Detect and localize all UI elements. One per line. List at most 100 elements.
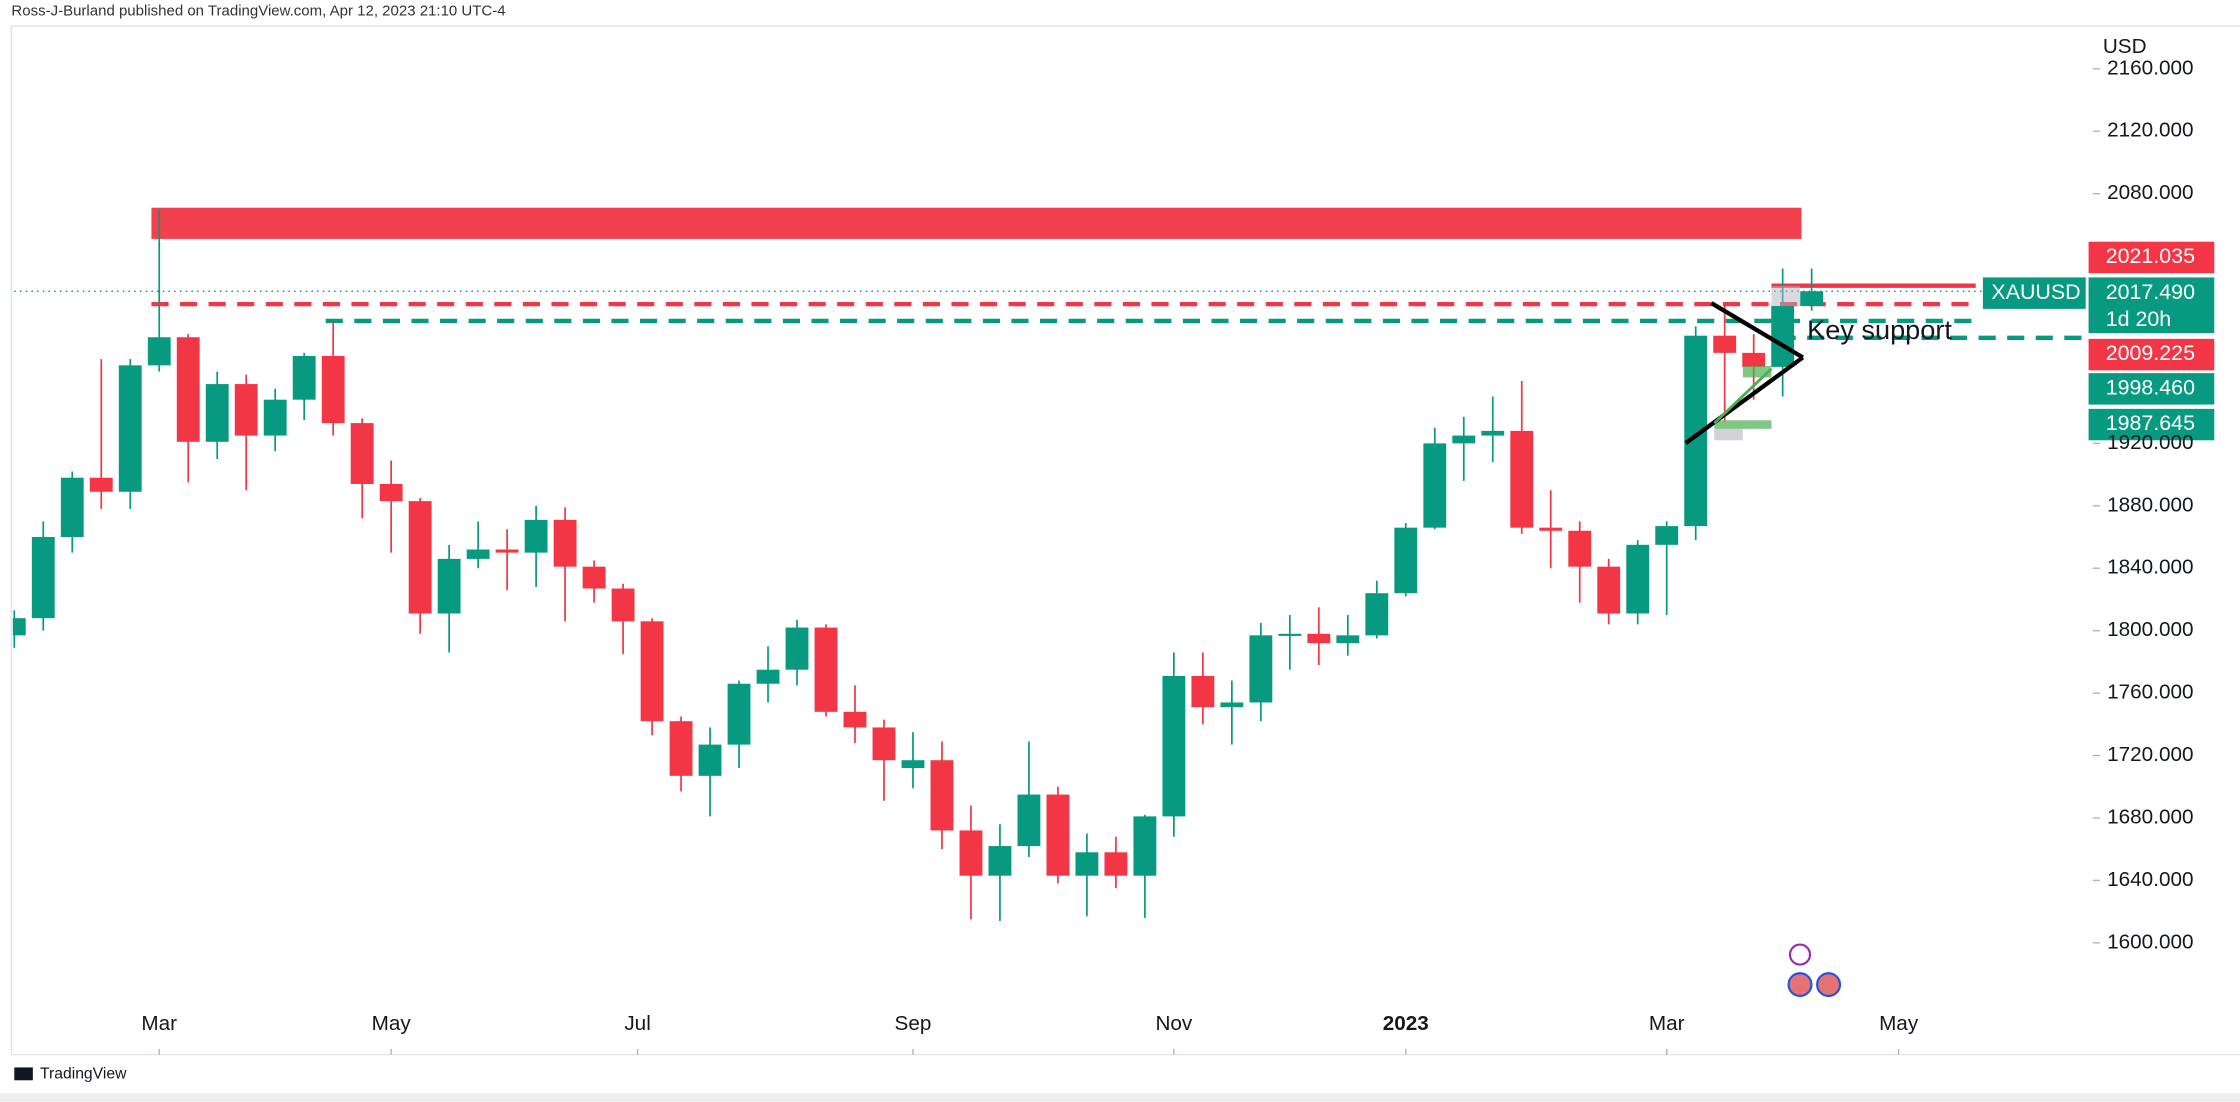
candle-body xyxy=(1655,526,1679,545)
candle-body xyxy=(1539,527,1563,531)
candle-body xyxy=(466,549,490,559)
candle-body xyxy=(611,588,635,622)
candle-body xyxy=(350,423,374,484)
candle-body xyxy=(60,477,84,538)
candle-body xyxy=(988,846,1012,876)
x-tick-label: Sep xyxy=(895,1012,932,1035)
brand-logo: TradingView xyxy=(14,1066,127,1083)
trend-line xyxy=(1713,367,1773,425)
y-tick-label: 1720.000 xyxy=(2107,743,2193,766)
plot xyxy=(12,207,2093,921)
event-icon[interactable] xyxy=(1816,972,1842,998)
candle-body xyxy=(89,477,113,492)
x-tick-label: 2023 xyxy=(1383,1012,1429,1035)
y-tick-label: 2160.000 xyxy=(2107,56,2193,79)
symbol-label: XAUUSD xyxy=(1991,280,2080,304)
candle-body xyxy=(1278,633,1302,636)
x-tick-label: May xyxy=(1879,1012,1919,1035)
x-tick-label: May xyxy=(372,1012,412,1035)
candle-body xyxy=(1713,335,1737,353)
candle-body xyxy=(408,501,432,614)
candle-body xyxy=(1568,530,1592,567)
y-tick-label: 1680.000 xyxy=(2107,805,2193,828)
price-tag-label: 1987.645 xyxy=(2106,411,2195,435)
candle-body xyxy=(959,830,983,876)
candle-body xyxy=(1046,794,1070,876)
y-tick-label: 2080.000 xyxy=(2107,181,2193,204)
candle-body xyxy=(1800,291,1824,307)
candle-body xyxy=(785,627,809,670)
candle-body xyxy=(118,365,142,492)
candle-body xyxy=(640,621,664,722)
candle-body xyxy=(669,721,693,776)
candle-body xyxy=(1481,430,1505,436)
price-tag xyxy=(2088,241,2215,274)
candle-body xyxy=(1075,852,1099,876)
logo-mark xyxy=(14,1067,33,1081)
event-icon[interactable] xyxy=(1787,972,1813,998)
candle-body xyxy=(1191,675,1215,708)
candle-body xyxy=(1394,527,1418,594)
position-tool xyxy=(1714,420,1772,429)
candle-body xyxy=(1365,593,1389,636)
candle-body xyxy=(1133,816,1157,876)
trend-line xyxy=(1684,355,1805,445)
candle-body xyxy=(379,483,403,502)
candle-body xyxy=(553,519,577,567)
x-tick-label: Mar xyxy=(141,1012,177,1035)
price-tag-label: 2021.035 xyxy=(2106,244,2195,268)
price-scale: 2021.035 2017.490 1d 20h XAUUSD 2009.225 1998… xyxy=(1982,241,2215,441)
candle-body xyxy=(12,618,26,636)
candle-body xyxy=(698,744,722,776)
price-tag xyxy=(2088,408,2215,441)
candle-body xyxy=(1742,352,1766,367)
candle-body xyxy=(1684,335,1708,527)
header: Ross-J-Burland published on TradingView.… xyxy=(11,3,505,20)
x-tick-label: Jul xyxy=(624,1012,650,1035)
price-countdown: 1d 20h xyxy=(2106,307,2171,331)
y-tick-label: 1600.000 xyxy=(2107,930,2193,953)
candle-body xyxy=(756,669,780,684)
event-icon[interactable] xyxy=(1788,943,1812,966)
candle-body xyxy=(1104,852,1128,876)
price-tag xyxy=(2088,373,2215,405)
candle-body xyxy=(1017,794,1041,847)
price-tag-label: 2009.225 xyxy=(2106,341,2195,365)
candle-body xyxy=(727,683,751,745)
symbol-tag xyxy=(1982,277,2086,309)
x-tick-label: Nov xyxy=(1155,1012,1192,1035)
x-tick-label: Mar xyxy=(1649,1012,1685,1035)
y-tick-label: 1880.000 xyxy=(2107,493,2193,516)
candle-body xyxy=(292,355,316,400)
candle-body xyxy=(814,627,838,712)
y-tick-label: 1760.000 xyxy=(2107,681,2193,704)
candle-body xyxy=(1249,635,1273,703)
candle-body xyxy=(437,558,461,614)
brand: TradingView xyxy=(40,1066,127,1083)
candle-body xyxy=(843,711,867,728)
candle-body xyxy=(321,355,345,424)
trend-line xyxy=(1710,301,1804,360)
annotation: Key support xyxy=(1807,314,1952,345)
candle-body xyxy=(176,337,200,442)
candle-body xyxy=(1162,675,1186,817)
candle-body xyxy=(1626,544,1650,614)
price-tag-label: 2017.490 xyxy=(2106,280,2195,304)
y-tick-label: 1840.000 xyxy=(2107,556,2193,579)
candle-body xyxy=(205,384,229,442)
candle-body xyxy=(1423,443,1447,528)
candle-body xyxy=(1510,430,1534,528)
candle-body xyxy=(495,549,519,553)
currency: USD xyxy=(2103,35,2147,58)
position-tool xyxy=(1742,366,1772,378)
y-tick-label: 2120.000 xyxy=(2107,119,2193,142)
y-tick-label: 1800.000 xyxy=(2107,618,2193,641)
candle-body xyxy=(930,760,954,831)
position-tool xyxy=(1771,286,1800,306)
price-tag xyxy=(2088,277,2215,334)
candle-body xyxy=(147,337,171,366)
candle-body xyxy=(524,519,548,553)
